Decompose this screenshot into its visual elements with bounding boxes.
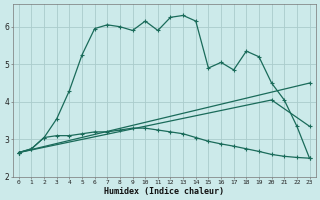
X-axis label: Humidex (Indice chaleur): Humidex (Indice chaleur) xyxy=(104,187,224,196)
